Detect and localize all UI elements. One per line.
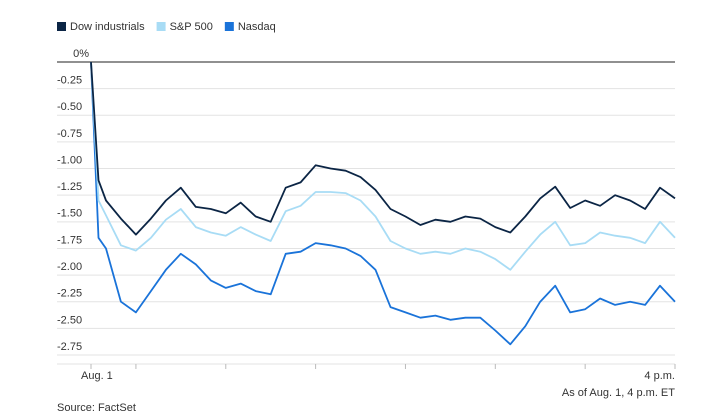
x-tick-label: Aug. 1 xyxy=(81,370,113,382)
y-tick-label: 0% xyxy=(73,48,89,60)
y-tick-label: -2.25 xyxy=(57,288,82,300)
y-tick-label: -1.00 xyxy=(57,154,82,166)
y-tick-label: -0.25 xyxy=(57,75,82,87)
legend-label: Nasdaq xyxy=(238,21,276,33)
note: As of Aug. 1, 4 p.m. ET xyxy=(562,387,675,399)
source: Source: FactSet xyxy=(57,402,136,414)
legend-swatch xyxy=(57,22,66,31)
series-line xyxy=(90,61,676,346)
y-tick-label: -1.75 xyxy=(57,234,82,246)
x-tick-label: 4 p.m. xyxy=(644,370,675,382)
y-tick-label: -0.75 xyxy=(57,128,82,140)
y-tick-label: -2.50 xyxy=(57,314,82,326)
series-line xyxy=(90,61,676,271)
y-tick-label: -1.25 xyxy=(57,181,82,193)
y-tick-label: -2.00 xyxy=(57,261,82,273)
legend-label: S&P 500 xyxy=(170,21,213,33)
legend-label: Dow industrials xyxy=(70,21,145,33)
y-tick-label: -1.50 xyxy=(57,208,82,220)
y-tick-label: -2.75 xyxy=(57,341,82,353)
legend-swatch xyxy=(224,22,234,31)
legend-swatch xyxy=(156,22,166,31)
series-line xyxy=(90,61,676,236)
y-tick-label: -0.50 xyxy=(57,101,82,113)
